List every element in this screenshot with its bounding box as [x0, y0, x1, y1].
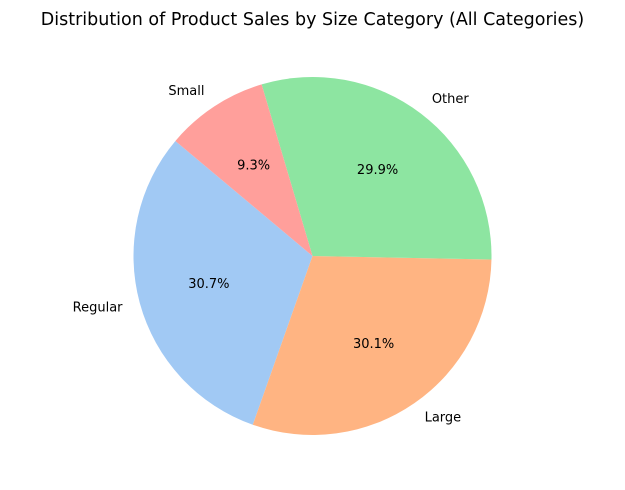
- percent-label-regular: 30.7%: [188, 277, 229, 292]
- pie-slice-regular: [133, 140, 313, 425]
- slice-label-large: Large: [425, 410, 462, 425]
- slice-label-regular: Regular: [73, 300, 124, 315]
- pie-slice-other: [261, 76, 492, 260]
- percent-label-large: 30.1%: [353, 337, 394, 352]
- percent-label-small: 9.3%: [237, 159, 270, 174]
- slice-label-other: Other: [432, 92, 470, 107]
- chart-title: Distribution of Product Sales by Size Ca…: [41, 10, 585, 30]
- pie-slices: [133, 76, 492, 435]
- percent-label-other: 29.9%: [357, 163, 398, 178]
- pie-labels: Regular 30.7% Large 30.1% Other 29.9% Small 9.3…: [73, 84, 470, 426]
- pie-slice-small: [175, 84, 313, 256]
- pie-slice-large: [252, 256, 492, 435]
- slice-label-small: Small: [168, 84, 204, 99]
